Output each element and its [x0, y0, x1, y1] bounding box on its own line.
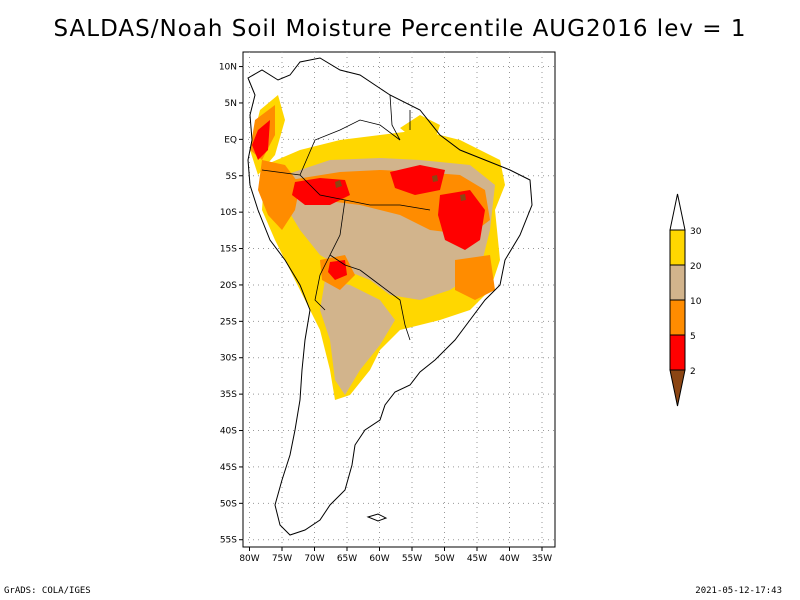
colorbar-label: 10 — [690, 297, 702, 307]
colorbar-label: 5 — [690, 332, 696, 342]
colorbar-label: 30 — [690, 227, 702, 237]
lon-label: 80W — [239, 554, 259, 564]
axis-labels: 10N 5N EQ 5S 10S 15S 20S 25S 30S 35S 40S 45S 50S 55S8… — [219, 63, 552, 564]
lat-label: 30S — [220, 354, 237, 364]
shade-2-5-coast — [252, 120, 270, 160]
shade-5-10-west — [258, 160, 300, 230]
shade-5-10-east — [455, 255, 495, 300]
lat-label: 15S — [220, 245, 237, 255]
national-borders — [261, 94, 431, 341]
colorbar-label: 20 — [690, 262, 702, 272]
colorbar: 2 5 10 20 30 — [669, 193, 702, 407]
lat-label: 40S — [220, 427, 237, 437]
shade-below-2 — [335, 175, 466, 201]
lat-label: EQ — [224, 135, 237, 145]
lat-label: 50S — [220, 499, 237, 509]
lat-label: 5S — [226, 172, 238, 182]
shade-20-30-coast — [400, 115, 440, 140]
lon-label: 40W — [499, 554, 519, 564]
colorbar-segment — [669, 369, 686, 407]
lat-label: 10N — [219, 63, 237, 73]
lon-label: 45W — [467, 554, 487, 564]
lon-label: 60W — [369, 554, 389, 564]
colorbar-segment — [669, 264, 686, 301]
falkland-islands — [366, 513, 388, 522]
lat-label: 25S — [220, 317, 237, 327]
footer-timestamp: 2021-05-12-17:43 — [695, 586, 782, 596]
lat-label: 20S — [220, 281, 237, 291]
lat-label: 5N — [225, 99, 237, 109]
colorbar-label: 2 — [690, 367, 696, 377]
lon-label: 75W — [272, 554, 292, 564]
continent-outline — [247, 57, 533, 536]
shade-10-20-south — [320, 280, 395, 395]
colorbar-segment — [669, 299, 686, 336]
footer-credit: GrADS: COLA/IGES — [4, 586, 91, 596]
shade-2-5-northeast — [438, 190, 485, 250]
lon-label: 55W — [402, 554, 422, 564]
colorbar-segment — [669, 334, 686, 371]
colorbar-segment — [669, 229, 686, 266]
lon-label: 70W — [304, 554, 324, 564]
lon-label: 50W — [434, 554, 454, 564]
lat-label: 35S — [220, 390, 237, 400]
lat-label: 55S — [220, 536, 237, 546]
shade-2-5-north-amazon — [390, 165, 445, 195]
map-title: SALDAS/Noah Soil Moisture Percentile AUG… — [53, 16, 747, 42]
shade-2-5-central — [328, 260, 347, 280]
lat-label: 45S — [220, 463, 237, 473]
percentile-shading — [250, 95, 505, 400]
lat-label: 10S — [220, 208, 237, 218]
colorbar-segment — [669, 193, 686, 231]
lon-label: 65W — [337, 554, 357, 564]
lon-label: 35W — [532, 554, 552, 564]
